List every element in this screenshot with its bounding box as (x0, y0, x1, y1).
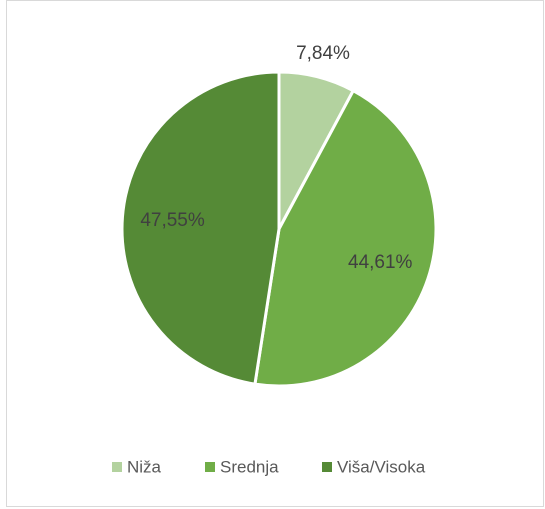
pie-slice (120, 70, 281, 386)
legend-label: Viša/Visoka (337, 457, 426, 476)
legend-swatch (112, 462, 122, 472)
legend-swatch (322, 462, 332, 472)
data-label: 47,55% (140, 210, 205, 231)
legend-swatch (205, 462, 215, 472)
legend-label: Srednja (220, 457, 279, 476)
legend-label: Niža (127, 457, 162, 476)
pie-slice (253, 88, 438, 388)
data-label: 7,84% (296, 43, 350, 64)
data-label: 44,61% (348, 252, 413, 273)
